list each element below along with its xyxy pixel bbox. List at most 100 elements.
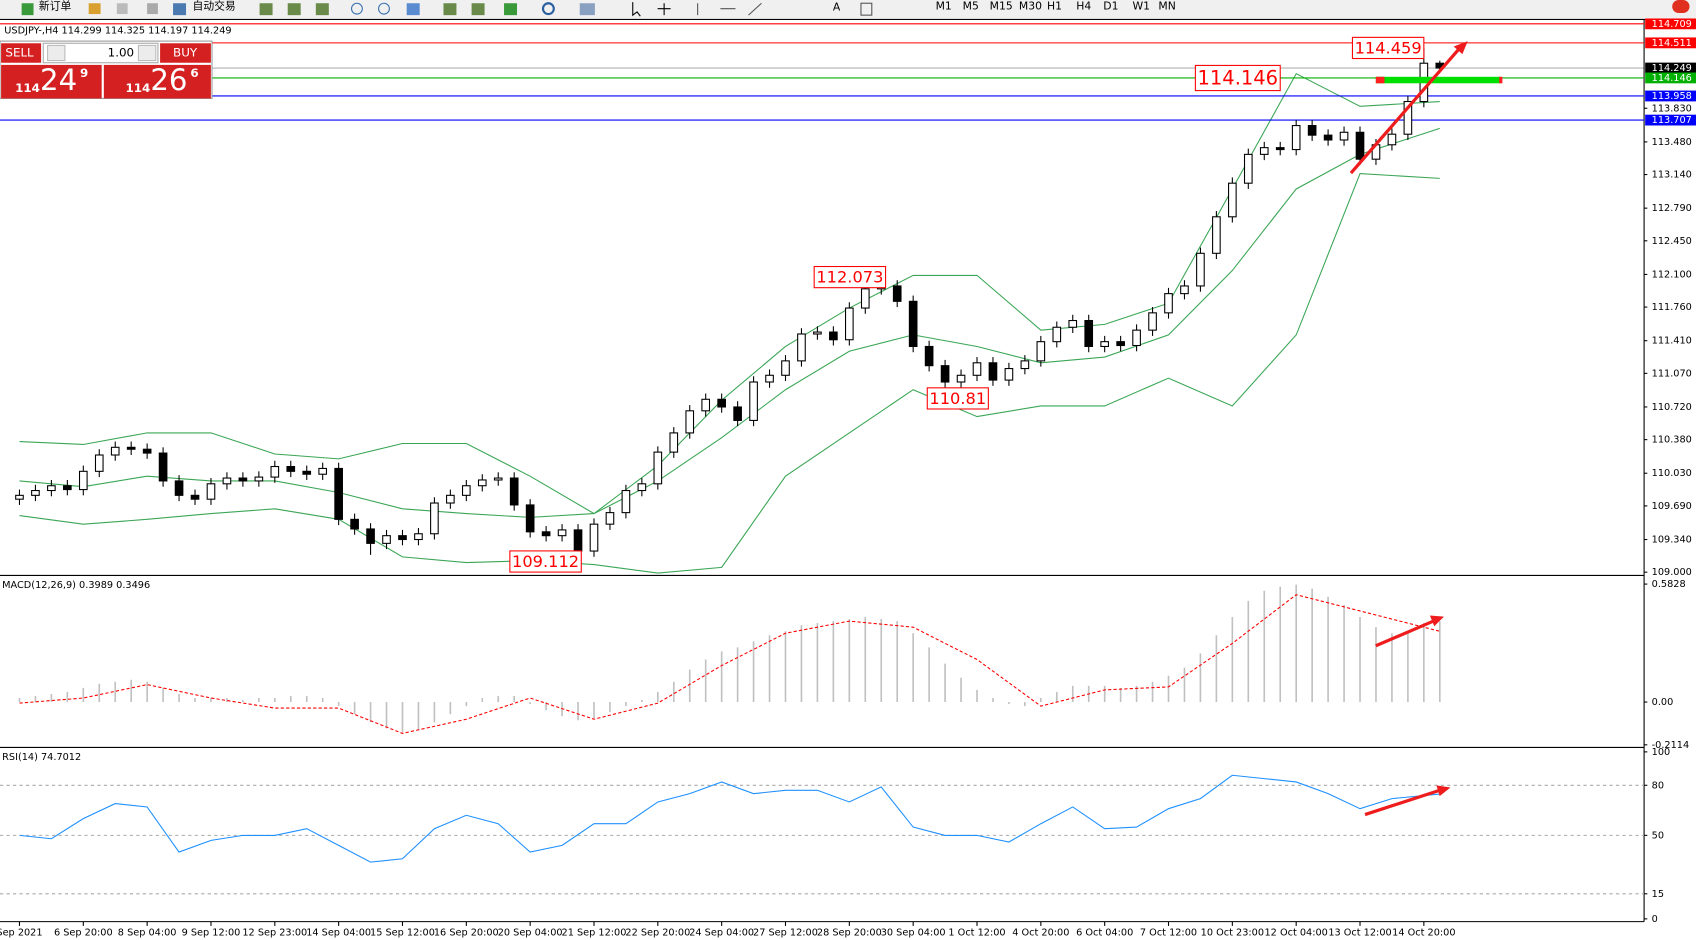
icon[interactable] [471,3,485,16]
candle-body [286,465,296,472]
price-level-tag [1645,72,1696,84]
candle-body [382,535,391,544]
candle-body [47,485,56,492]
ask-box[interactable] [103,64,211,99]
candle-body [1403,101,1413,135]
crosshair[interactable] [657,3,671,16]
price-level-label: 114.146 [1652,73,1692,84]
plot-area: 109.000 109.340 109.690 110.030 110.380 110.7… [0,18,1696,938]
timeframe[interactable]: H4 [1076,0,1091,12]
candle-body [1036,341,1046,362]
buy-button[interactable] [160,43,211,63]
candle-body [541,531,551,537]
buy-label[interactable]: BUY [173,46,198,60]
icon[interactable] [443,3,457,16]
ask-big-figure: 114 [125,81,150,95]
candle-body [174,480,184,496]
candle-body [31,489,40,496]
y-tick-label: 109.000 [1652,567,1692,578]
candle-body [509,477,519,506]
candle-body [78,470,88,491]
sell-button[interactable] [1,43,42,63]
candle-body [15,494,24,500]
y-tick-label: 113.140 [1652,170,1692,181]
x-tick-label: 12 Oct 04:00 [1265,927,1328,938]
bid-box[interactable] [1,64,102,99]
candle-body [972,362,982,376]
timeframe[interactable]: H1 [1047,0,1062,12]
y-tick-label: 113.830 [1652,103,1692,114]
label-tool[interactable] [860,2,873,16]
candle-body [1323,134,1333,141]
y-tick-label: 110.030 [1652,468,1692,479]
icon[interactable] [287,3,301,16]
candle-body [190,494,200,500]
y-tick-label: 80 [1652,780,1664,791]
timeframe[interactable]: W1 [1132,0,1150,12]
new-order[interactable]: 新订单 [39,0,72,12]
price-level-label: 113.707 [1652,115,1692,126]
ask-fraction: 6 [190,66,198,80]
alert[interactable] [1672,0,1690,13]
price-level-tag [1645,18,1696,30]
annotation-box [926,387,989,410]
timeframe[interactable]: D1 [1103,0,1118,12]
lots-down[interactable] [47,44,66,62]
candle-body [270,465,280,478]
candle-body [813,331,822,335]
icon[interactable] [406,3,420,16]
candle-body [1275,147,1285,151]
y-tick-label: 112.790 [1652,203,1692,214]
x-tick-label: 1 Oct 12:00 [948,927,1005,938]
icon[interactable] [504,3,518,16]
candle-body [1180,285,1189,295]
timeframe[interactable]: M1 [936,0,952,12]
lots-up[interactable] [137,44,157,62]
draw-tools[interactable] [697,2,762,16]
candle-body [1004,368,1014,381]
new-order-icon[interactable] [21,3,34,16]
cursor[interactable] [632,2,641,17]
icon[interactable] [147,3,158,15]
auto-trading[interactable]: 自动交易 [193,0,236,12]
candle-body [1291,125,1301,151]
trend-arrow [1349,46,1462,175]
zoom-out[interactable] [378,2,390,15]
timeframe[interactable]: M5 [963,0,979,12]
annotation-box [1351,36,1425,60]
candle-body [908,300,918,348]
x-tick-label: 4 Oct 20:00 [1012,927,1069,938]
price-level-label: 114.709 [1652,19,1692,30]
candle-body [940,365,950,383]
icon[interactable] [315,3,329,16]
timeframe[interactable]: MN [1158,0,1175,12]
candle-body [1387,133,1397,146]
auto-trading-icon[interactable] [173,3,187,16]
lots-input[interactable] [42,42,159,64]
icon[interactable] [259,3,273,16]
candle-body [1307,125,1317,136]
lots-value[interactable]: 1.00 [108,46,134,60]
icon[interactable] [116,3,128,15]
candle-body [1228,182,1237,218]
timeframe[interactable]: M15 [990,0,1013,12]
green-zone [1375,76,1502,84]
icon[interactable] [88,3,101,15]
y-tick-label: 111.760 [1652,302,1692,313]
sell-label[interactable]: SELL [5,46,34,60]
zoom-in[interactable] [350,2,363,15]
candle-body [605,512,615,525]
text-tool[interactable]: A [833,1,841,14]
timeframe[interactable]: M30 [1019,0,1042,12]
indicator-title: RSI(14) 74.7012 [2,752,81,763]
periods[interactable] [541,2,555,16]
ask-pips: 26 [150,63,187,97]
x-tick-label: 24 Sep 04:00 [689,927,754,938]
annotation: 110.81 [929,389,986,408]
candle-body [525,504,535,533]
x-tick-label: 20 Sep 04:00 [498,927,563,938]
chart-title: USDJPY-,H4 114.299 114.325 114.197 114.2… [4,25,231,36]
templates[interactable] [579,3,595,16]
